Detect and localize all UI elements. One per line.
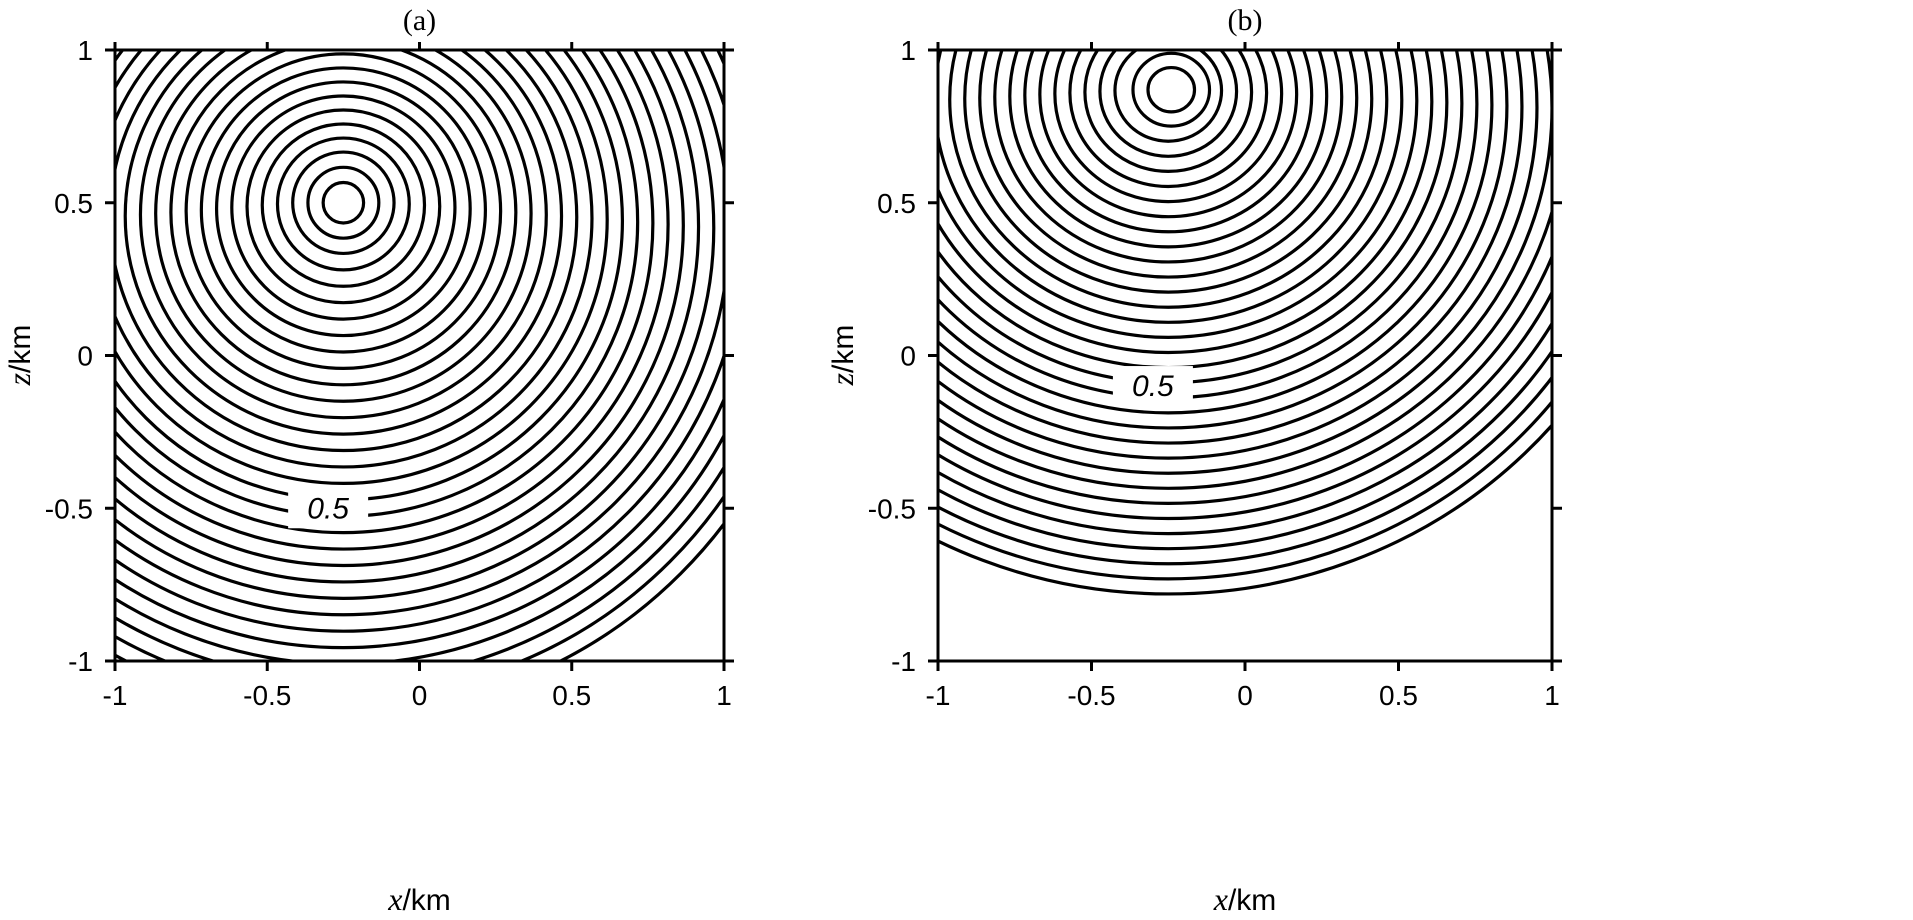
contour-line [948, 50, 1389, 309]
y-tick-label: 0.5 [54, 188, 93, 219]
contour-line [938, 50, 1404, 324]
contour-label: 0.5 [307, 492, 349, 525]
x-axis-label: x/km [387, 881, 451, 917]
contour-line [138, 50, 548, 420]
contour-line [978, 50, 1359, 279]
contour-line [115, 50, 716, 600]
contour-line [1068, 50, 1269, 189]
x-tick-label: 1 [1544, 680, 1560, 711]
contour-line [938, 50, 1539, 460]
contour-line [245, 108, 442, 305]
contour-line [275, 136, 411, 272]
contour-line [115, 50, 655, 535]
x-tick-label: 1 [716, 680, 732, 711]
x-tick-label: -1 [926, 680, 951, 711]
contour-line [306, 165, 381, 240]
contour-line [115, 50, 724, 633]
contour-line [115, 50, 609, 485]
contour-line [938, 374, 1552, 566]
contour-line [938, 50, 1434, 355]
contour-label-bg [1112, 366, 1193, 407]
contour-line [154, 50, 533, 403]
contour-line [938, 252, 1552, 505]
panel-title: (b) [1228, 4, 1263, 37]
contour-line [291, 150, 396, 256]
x-tick-label: -0.5 [1067, 680, 1115, 711]
panel-title: (a) [403, 4, 436, 37]
contour-lines [115, 50, 724, 661]
contour-line [938, 348, 1552, 551]
contour-label: 0.5 [1132, 370, 1174, 403]
contour-line [115, 50, 670, 551]
plot-frame [113, 48, 726, 663]
x-tick-label: 0.5 [552, 680, 591, 711]
contour-line [115, 50, 594, 469]
contour-line [115, 50, 724, 650]
contour-line [1098, 50, 1239, 158]
panel-a: 0.5 -1 -0.5 0 0.5 1 -1 -0.5 0 0.5 1 (a) x/km z/km [1, 4, 734, 917]
y-tick-label: 0.5 [877, 188, 916, 219]
contour-line [1008, 50, 1329, 249]
x-axis-label: x/km [1213, 881, 1277, 917]
x-tick-label: 0.5 [1379, 680, 1418, 711]
contour-line [199, 66, 487, 354]
y-tick-label: 0 [77, 341, 93, 372]
contour-line [123, 50, 564, 436]
contour-line [938, 320, 1552, 536]
contour-line [1023, 50, 1314, 234]
contour-line [1131, 51, 1212, 128]
contour-line [1053, 50, 1284, 204]
contour-line [321, 180, 366, 225]
y-axis-label: z/km [824, 325, 860, 387]
contour-line [169, 50, 518, 387]
y-tick-label: 1 [900, 35, 916, 66]
contour-lines [938, 50, 1552, 596]
x-tick-label: 0 [412, 680, 428, 711]
contour-line [260, 122, 427, 288]
contour-line [1038, 50, 1299, 219]
contour-line [230, 94, 457, 321]
contour-line [115, 50, 701, 584]
contour-label-bg [288, 488, 369, 529]
x-tick-label: -0.5 [243, 680, 291, 711]
y-tick-label: -1 [891, 646, 916, 677]
contour-line [938, 50, 1419, 339]
contour-line [938, 205, 1552, 490]
y-tick-label: 0 [900, 341, 916, 372]
contour-line [938, 288, 1552, 520]
y-tick-label: -0.5 [45, 493, 93, 524]
contour-line [938, 50, 1509, 430]
contour-line [963, 50, 1374, 294]
x-tick-label: 0 [1237, 680, 1253, 711]
y-tick-label: 1 [77, 35, 93, 66]
y-tick-label: -1 [68, 646, 93, 677]
contour-line [993, 50, 1344, 264]
contour-line [938, 50, 1494, 415]
panel-b: 0.5 -1 -0.5 0 0.5 1 -1 -0.5 0 0.5 1 (b) x/km z/km [824, 4, 1562, 917]
y-tick-label: -0.5 [868, 493, 916, 524]
contour-line [1146, 65, 1197, 114]
contour-line [115, 50, 685, 567]
contour-line [115, 520, 724, 661]
contour-line [1083, 50, 1254, 173]
contour-line [115, 50, 724, 617]
contour-line [214, 80, 472, 338]
contour-line [938, 399, 1552, 581]
contour-line [938, 50, 1524, 445]
contour-line [184, 52, 503, 370]
y-axis-label: z/km [1, 325, 37, 387]
contour-line [115, 50, 579, 453]
contour-line [1113, 50, 1224, 143]
contour-line [115, 50, 624, 502]
contour-line [938, 422, 1552, 596]
x-tick-label: -1 [103, 680, 128, 711]
